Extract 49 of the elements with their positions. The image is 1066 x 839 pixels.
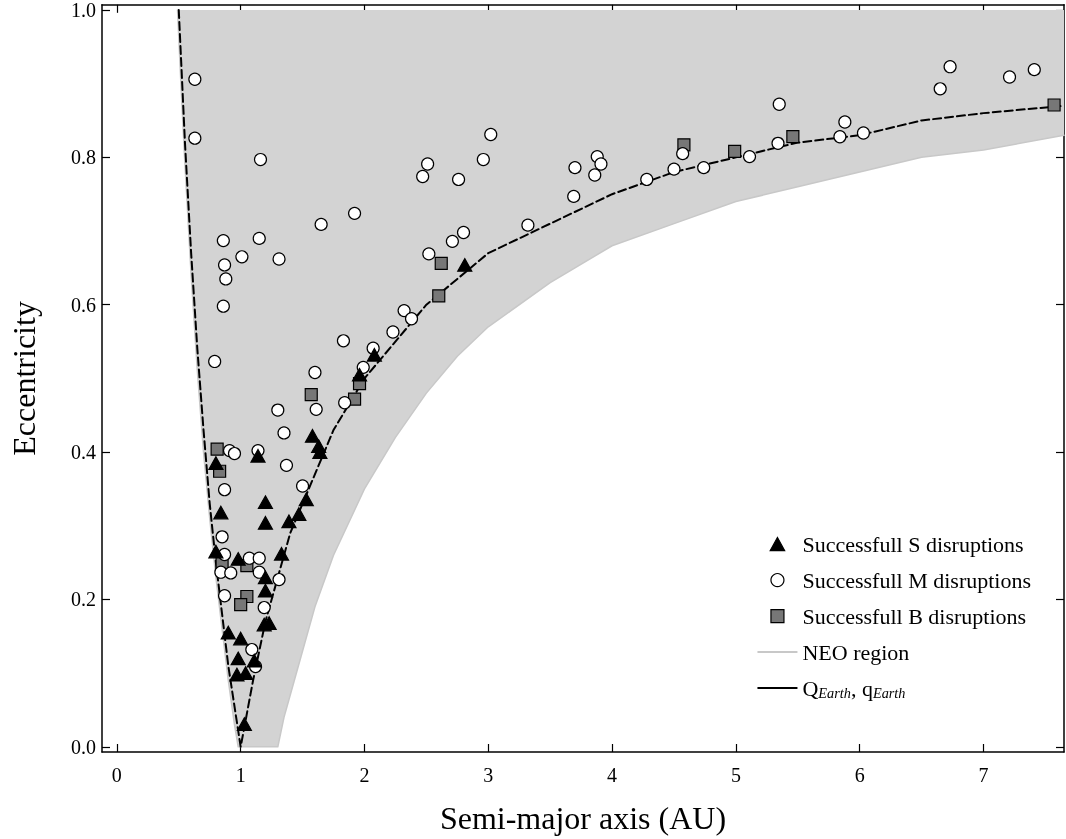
point bbox=[257, 515, 274, 530]
point bbox=[298, 492, 314, 507]
y-tick-label: 0.4 bbox=[71, 441, 96, 464]
y-tick-label: 0.0 bbox=[71, 735, 96, 758]
point bbox=[291, 507, 307, 521]
point bbox=[236, 717, 252, 731]
point bbox=[234, 598, 248, 612]
legend-label: Successfull B disruptions bbox=[802, 603, 1027, 629]
y-tick-label: 0.8 bbox=[71, 146, 96, 169]
legend-label: NEO region bbox=[802, 639, 910, 665]
point bbox=[233, 631, 249, 646]
y-tick-label: 0.6 bbox=[71, 293, 96, 316]
y-axis-title: Eccentricity bbox=[6, 301, 42, 456]
point bbox=[246, 653, 262, 668]
legend-label: Successfull M disruptions bbox=[802, 567, 1032, 593]
point bbox=[281, 514, 297, 529]
point bbox=[220, 625, 236, 640]
point bbox=[208, 456, 224, 471]
x-tick-label: 5 bbox=[730, 764, 741, 786]
y-tick-label: 1.0 bbox=[71, 0, 96, 21]
y-tick-label: 0.2 bbox=[71, 588, 96, 611]
x-tick-label: 6 bbox=[854, 764, 865, 786]
x-tick-label: 3 bbox=[483, 764, 494, 786]
x-tick-label: 1 bbox=[235, 764, 246, 786]
point bbox=[304, 428, 321, 443]
point bbox=[457, 258, 473, 272]
x-tick-label: 7 bbox=[978, 764, 989, 786]
point bbox=[213, 505, 229, 520]
point bbox=[434, 256, 448, 271]
point bbox=[786, 130, 800, 144]
x-tick-label: 0 bbox=[111, 764, 122, 786]
point bbox=[1047, 98, 1061, 112]
point bbox=[432, 289, 446, 303]
point bbox=[210, 442, 224, 456]
point bbox=[728, 144, 742, 159]
x-tick-label: 2 bbox=[359, 764, 370, 786]
point bbox=[347, 392, 362, 406]
point bbox=[257, 495, 274, 510]
point bbox=[238, 666, 254, 681]
point bbox=[256, 617, 272, 632]
point bbox=[230, 651, 246, 666]
point bbox=[230, 552, 246, 566]
legend-label: QEarth, qEarth bbox=[802, 675, 906, 701]
point bbox=[257, 583, 274, 598]
point bbox=[304, 388, 318, 402]
x-axis-title: Semi-major axis (AU) bbox=[439, 800, 727, 836]
point bbox=[273, 546, 290, 561]
legend-label: Successfull S disruptions bbox=[802, 531, 1024, 557]
x-tick-label: 4 bbox=[607, 764, 618, 786]
